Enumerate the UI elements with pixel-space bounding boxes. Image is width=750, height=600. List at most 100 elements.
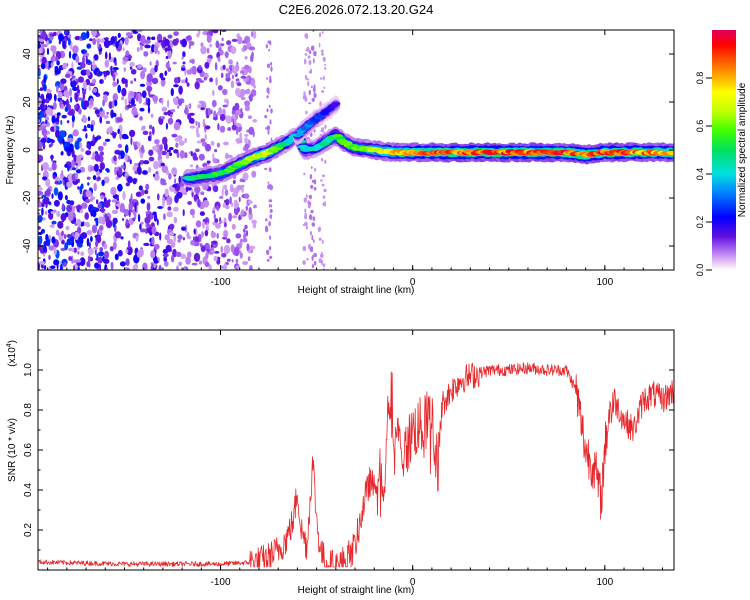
noise-blob <box>214 149 218 153</box>
noise-blob <box>204 229 209 237</box>
noise-blob <box>91 224 98 234</box>
noise-blob <box>64 176 67 186</box>
noise-blob <box>177 234 183 240</box>
noise-blob <box>71 114 75 123</box>
noise-blob <box>225 198 230 206</box>
noise-blob <box>59 83 63 90</box>
noise-blob <box>239 132 243 140</box>
noise-blob <box>177 105 180 109</box>
noise-blob <box>151 226 157 235</box>
noise-blob <box>198 30 201 36</box>
noise-blob <box>179 150 185 159</box>
noise-blob <box>321 259 323 266</box>
noise-blob <box>80 183 84 190</box>
noise-blob <box>200 231 204 238</box>
noise-blob <box>93 182 97 192</box>
noise-blob <box>183 152 188 159</box>
noise-blob <box>239 178 245 183</box>
noise-blob <box>189 164 194 168</box>
colorbar-label: Normalized spectral amplitude <box>737 82 748 217</box>
noise-blob <box>42 83 47 92</box>
noise-blob <box>317 226 322 232</box>
noise-blob <box>124 78 128 85</box>
noise-blob <box>238 196 241 203</box>
noise-blob <box>173 216 178 224</box>
noise-blob <box>181 67 186 71</box>
noise-blob <box>72 129 79 137</box>
noise-blob <box>318 42 321 48</box>
noise-blob <box>310 209 314 214</box>
noise-blob <box>246 76 250 82</box>
noise-blob <box>185 77 188 84</box>
noise-blob <box>76 226 82 234</box>
noise-blob <box>268 221 271 227</box>
noise-blob <box>304 75 308 80</box>
noise-blob <box>99 116 103 124</box>
noise-blob <box>114 149 121 155</box>
noise-blob <box>190 151 193 157</box>
noise-blob <box>50 211 56 214</box>
noise-blob <box>170 113 173 118</box>
noise-blob <box>130 137 133 146</box>
noise-blob <box>264 167 268 171</box>
noise-blob <box>323 57 326 61</box>
noise-blob <box>136 141 141 148</box>
noise-blob <box>147 135 151 142</box>
noise-blob <box>159 144 163 152</box>
noise-blob <box>269 214 273 219</box>
noise-blob <box>147 167 152 173</box>
noise-blob <box>132 177 137 185</box>
noise-blob <box>41 128 47 136</box>
noise-blob <box>200 46 207 55</box>
noise-blob <box>63 233 67 240</box>
noise-blob <box>167 44 171 51</box>
noise-blob <box>324 63 326 66</box>
noise-blob <box>229 196 232 205</box>
noise-blob <box>103 114 109 119</box>
noise-blob <box>129 159 132 165</box>
noise-blob <box>146 223 151 229</box>
noise-blob <box>306 257 309 261</box>
noise-blob <box>122 191 126 201</box>
noise-blob <box>76 218 82 227</box>
noise-blob <box>303 197 307 203</box>
noise-blob <box>198 260 203 265</box>
noise-blob <box>248 207 252 215</box>
noise-blob <box>269 40 272 46</box>
noise-blob <box>302 245 307 252</box>
noise-blob <box>44 116 50 121</box>
noise-blob <box>303 172 306 176</box>
noise-blob <box>112 67 119 71</box>
noise-blob <box>320 179 323 182</box>
noise-blob <box>99 247 103 252</box>
noise-blob <box>184 106 188 115</box>
noise-blob <box>234 117 237 126</box>
noise-blob <box>94 109 100 115</box>
noise-blob <box>203 76 207 81</box>
noise-blob <box>39 103 45 110</box>
noise-blob <box>240 107 243 114</box>
noise-blob <box>208 264 212 270</box>
noise-blob <box>85 190 92 198</box>
noise-blob <box>112 209 116 214</box>
noise-blob <box>193 252 201 262</box>
noise-blob <box>94 153 101 162</box>
noise-blob <box>249 93 253 102</box>
noise-blob <box>128 209 131 218</box>
noise-blob <box>67 165 70 172</box>
noise-blob <box>79 235 82 245</box>
noise-blob <box>169 147 174 151</box>
noise-blob <box>219 113 226 122</box>
noise-blob <box>51 115 56 124</box>
noise-blob <box>74 259 82 263</box>
noise-blob <box>118 167 123 176</box>
noise-blob <box>267 184 271 190</box>
noise-blob <box>151 77 159 85</box>
noise-blob <box>210 231 217 238</box>
noise-blob <box>91 65 96 70</box>
noise-blob <box>125 258 130 266</box>
noise-blob <box>139 107 145 112</box>
noise-blob <box>219 196 224 199</box>
noise-blob <box>164 234 170 241</box>
noise-blob <box>60 120 63 125</box>
